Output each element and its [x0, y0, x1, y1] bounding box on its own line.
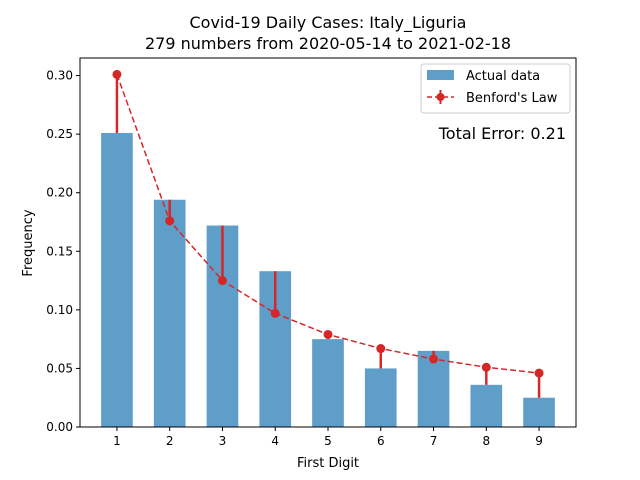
- bar-6: [364, 368, 397, 427]
- benford-point-3: [217, 276, 227, 286]
- x-tick-label-2: 2: [166, 434, 174, 448]
- benford-point-5: [323, 329, 333, 339]
- x-tick-label-9: 9: [535, 434, 543, 448]
- legend-label-actual: Actual data: [466, 69, 540, 84]
- benford-point-2: [165, 216, 175, 226]
- legend-marker-swatch: [436, 93, 445, 101]
- benford-point-4: [270, 308, 280, 318]
- x-axis-label: First Digit: [297, 456, 359, 471]
- x-tick-label-3: 3: [219, 434, 227, 448]
- total-error-annotation: Total Error: 0.21: [438, 124, 566, 143]
- bar-8: [470, 384, 503, 427]
- chart-title: Covid-19 Daily Cases: Italy_Liguria: [190, 13, 467, 33]
- x-tick-label-4: 4: [271, 434, 279, 448]
- y-tick-label-0.20: 0.20: [46, 186, 73, 200]
- legend: Actual data Benford's Law: [420, 63, 571, 114]
- bar-1: [101, 132, 133, 427]
- plot-frame: [79, 57, 577, 428]
- plot-area: 1 2 3 4 5 6 7 8 9 0.00 0.05 0.10 0.15 0.20 0.25 0.30: [46, 69, 555, 448]
- bar-5: [312, 339, 344, 427]
- y-tick-label-0.05: 0.05: [46, 361, 73, 375]
- x-tick-label-7: 7: [430, 434, 438, 448]
- y-axis-label: Frequency: [21, 209, 36, 276]
- benford-point-7: [429, 354, 439, 364]
- benford-point-9: [534, 368, 544, 378]
- benford-point-6: [376, 344, 386, 354]
- legend-bar-swatch: [427, 70, 454, 80]
- y-tick-label-0.10: 0.10: [46, 303, 73, 317]
- legend-box: [420, 63, 571, 114]
- benford-point-1: [112, 69, 122, 79]
- bar-9: [523, 397, 555, 427]
- y-tick-label-0.25: 0.25: [46, 127, 73, 141]
- x-tick-label-1: 1: [113, 434, 121, 448]
- benford-point-8: [481, 362, 491, 372]
- legend-label-benford: Benford's Law: [466, 91, 558, 106]
- bar-2: [153, 199, 186, 427]
- chart-subtitle: 279 numbers from 2020-05-14 to 2021-02-1…: [145, 34, 511, 53]
- x-tick-label-8: 8: [482, 434, 490, 448]
- y-tick-label-0.00: 0.00: [46, 420, 73, 434]
- x-tick-label-6: 6: [377, 434, 385, 448]
- y-tick-label-0.30: 0.30: [46, 69, 73, 83]
- y-tick-label-0.15: 0.15: [46, 244, 73, 258]
- x-tick-label-5: 5: [324, 434, 332, 448]
